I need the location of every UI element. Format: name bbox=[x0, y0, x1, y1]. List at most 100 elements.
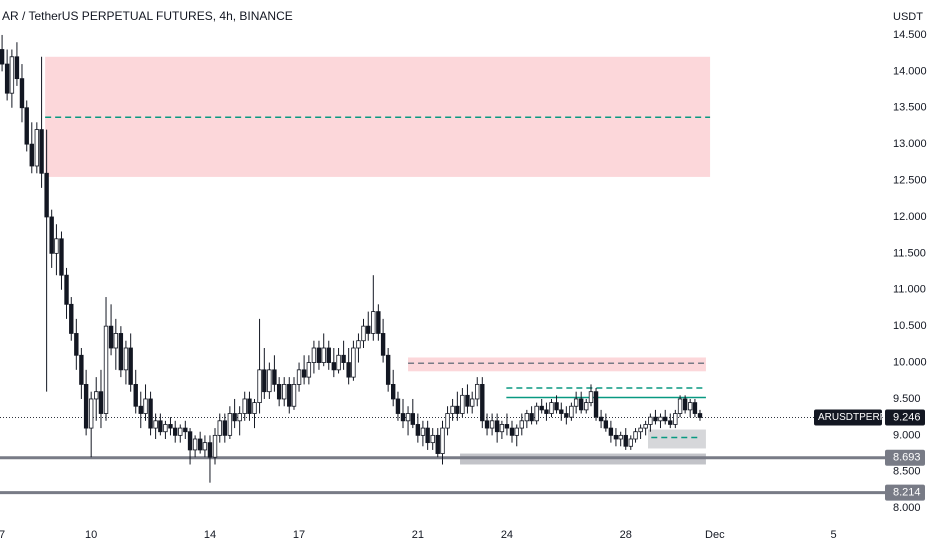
candle-body bbox=[168, 424, 173, 429]
candle-body bbox=[673, 413, 678, 425]
candle-body bbox=[128, 347, 133, 385]
candle-body bbox=[598, 416, 604, 422]
candle-body bbox=[197, 438, 203, 451]
candle-body bbox=[663, 416, 668, 422]
last-price-name: ARUSDTPERP bbox=[818, 412, 887, 423]
candle-body bbox=[633, 431, 638, 440]
candle-body bbox=[578, 398, 584, 411]
candle-body bbox=[469, 398, 475, 407]
candle-body bbox=[435, 434, 440, 454]
candle-body bbox=[613, 434, 619, 440]
candle-body bbox=[306, 362, 312, 378]
candle-body bbox=[217, 420, 222, 436]
candle-body bbox=[34, 129, 40, 167]
candle-body bbox=[296, 369, 302, 385]
candle-body bbox=[4, 63, 10, 94]
level-label: 8.214 bbox=[893, 486, 921, 498]
candle-body bbox=[153, 420, 158, 429]
candle-body bbox=[14, 56, 20, 80]
candle-body bbox=[247, 398, 252, 414]
candle-body bbox=[108, 325, 114, 349]
candle-body bbox=[143, 398, 148, 414]
candle-body bbox=[64, 274, 69, 305]
y-tick-label: 9.500 bbox=[893, 393, 921, 405]
y-tick-label: 13.500 bbox=[893, 102, 927, 114]
candle-body bbox=[494, 420, 500, 433]
candle-body bbox=[638, 427, 643, 433]
x-tick-label: 7 bbox=[0, 529, 5, 541]
x-tick-label: 28 bbox=[620, 529, 632, 541]
candle-body bbox=[519, 420, 524, 429]
candle-body bbox=[480, 384, 485, 422]
candle-body bbox=[272, 369, 277, 385]
x-tick-label: Dec bbox=[705, 529, 725, 541]
candle-body bbox=[74, 333, 79, 356]
candle-body bbox=[410, 413, 416, 425]
candle-body bbox=[524, 413, 530, 422]
candle-body bbox=[54, 238, 59, 254]
candle-body bbox=[534, 405, 539, 422]
candle-body bbox=[504, 424, 510, 429]
candle-body bbox=[465, 394, 470, 407]
candle-body bbox=[79, 354, 84, 385]
candle-body bbox=[415, 424, 421, 436]
candle-body bbox=[138, 405, 143, 414]
y-tick-label: 8.000 bbox=[893, 502, 921, 514]
candle-body bbox=[391, 384, 396, 400]
candle-body bbox=[9, 56, 15, 94]
last-price-label: 9.246 bbox=[893, 411, 921, 423]
candle-body bbox=[262, 369, 267, 393]
candle-body bbox=[569, 405, 574, 418]
candle-body bbox=[653, 416, 658, 422]
candle-body bbox=[584, 402, 589, 411]
candle-body bbox=[549, 402, 554, 414]
candle-body bbox=[88, 398, 94, 429]
candle-body bbox=[282, 384, 287, 400]
x-tick-label: 24 bbox=[501, 529, 513, 541]
candle-body bbox=[98, 391, 104, 414]
candle-body bbox=[113, 333, 119, 349]
candle-body bbox=[593, 391, 599, 418]
candle-body bbox=[192, 438, 198, 451]
candle-body bbox=[19, 78, 25, 109]
candle-body bbox=[267, 369, 272, 393]
candle-body bbox=[39, 129, 44, 174]
candle-body bbox=[697, 413, 703, 418]
candle-body bbox=[529, 413, 534, 422]
candle-body bbox=[608, 427, 614, 436]
candle-body bbox=[207, 442, 213, 458]
candle-body bbox=[395, 398, 401, 414]
candle-body bbox=[163, 424, 168, 433]
candle-body bbox=[242, 398, 247, 414]
y-tick-label: 14.000 bbox=[893, 65, 927, 77]
y-tick-label: 13.000 bbox=[893, 138, 927, 150]
candle-body bbox=[489, 420, 495, 429]
candle-body bbox=[24, 107, 29, 145]
candle-body bbox=[445, 413, 450, 429]
candle-body bbox=[420, 427, 426, 436]
candle-body bbox=[455, 405, 460, 414]
candle-body bbox=[187, 431, 193, 451]
candle-body bbox=[687, 402, 693, 411]
candle-body bbox=[103, 325, 109, 414]
candle-body bbox=[539, 405, 544, 411]
x-tick-label: 10 bbox=[85, 529, 97, 541]
level-tag bbox=[885, 449, 925, 466]
candle-body bbox=[603, 420, 609, 429]
candle-body bbox=[133, 384, 138, 407]
y-tick-label: 12.000 bbox=[893, 211, 927, 223]
candle-body bbox=[356, 340, 361, 349]
candle-body bbox=[588, 391, 594, 404]
candle-body bbox=[237, 413, 242, 422]
y-tick-label: 10.000 bbox=[893, 356, 927, 368]
candle-body bbox=[677, 398, 683, 414]
candle-body bbox=[460, 394, 465, 414]
y-tick-label: 8.500 bbox=[893, 466, 921, 478]
candle-body bbox=[361, 325, 366, 342]
candle-body bbox=[371, 311, 376, 334]
candle-body bbox=[499, 424, 505, 433]
candle-body bbox=[509, 427, 515, 436]
candle-body bbox=[643, 424, 648, 429]
chart-title: AR / TetherUS PERPETUAL FUTURES, 4h, BIN… bbox=[2, 9, 293, 23]
